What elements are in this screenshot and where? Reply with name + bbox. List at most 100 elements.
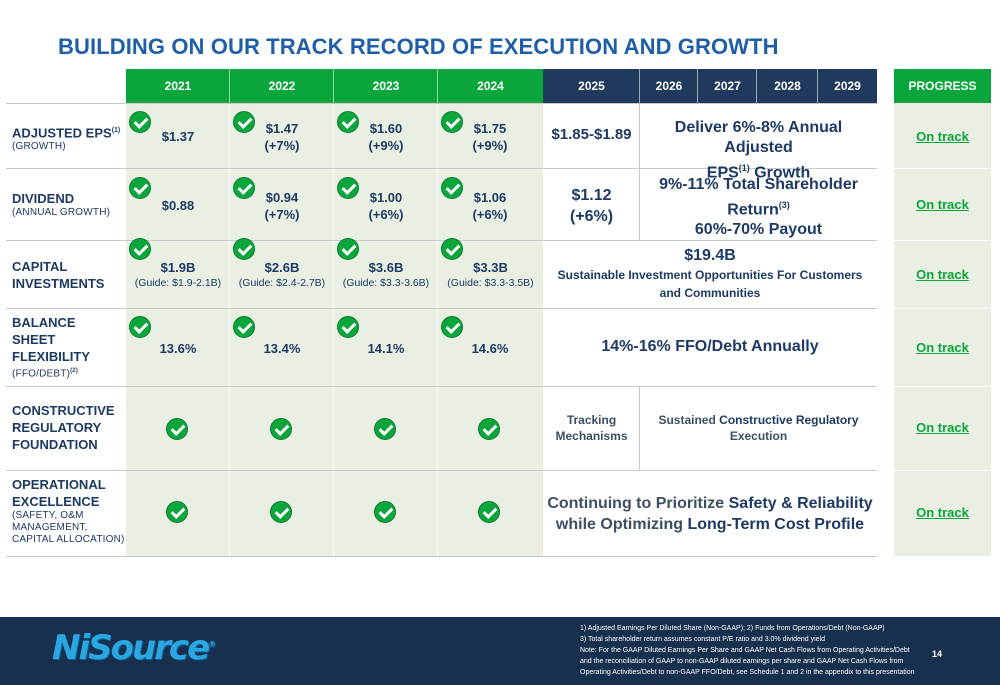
progress-link-operational[interactable]: On track <box>916 505 969 520</box>
row-label-operational: OPERATIONAL EXCELLENCE (SAFETY, O&M MANA… <box>12 476 125 546</box>
value-main: $1.47 <box>265 121 299 136</box>
regulatory-target: Sustained Constructive Regulatory Execut… <box>640 412 877 444</box>
check-circle-icon <box>166 501 188 523</box>
target-text-emphasis: Long-Term Cost Profile <box>687 516 865 533</box>
check-circle-icon <box>270 418 292 440</box>
capital-value-2021: $1.9B (Guide: $1.9-2.1B) <box>127 259 229 290</box>
row-sublabel: MANAGEMENT, <box>12 522 88 533</box>
footnote-marker: (1) <box>111 127 121 134</box>
header-year-2022: 2022 <box>268 79 296 93</box>
header-year-2029: 2029 <box>834 79 861 93</box>
check-circle-icon <box>441 177 463 199</box>
operational-target: Continuing to Prioritize Safety & Reliab… <box>543 493 877 535</box>
progress-link-eps[interactable]: On track <box>916 129 969 144</box>
check-circle-icon <box>441 238 463 260</box>
progress-link-dividend[interactable]: On track <box>916 197 969 212</box>
capital-value-2024: $3.3B (Guide: $3.3-3.5B) <box>439 259 542 290</box>
capital-target-amount: $19.4B <box>684 247 736 264</box>
check-circle-icon <box>374 501 396 523</box>
row-label-dividend: DIVIDEND (ANNUAL GROWTH) <box>12 190 110 219</box>
eps-value-2021: $1.37 <box>161 129 195 144</box>
capital-value-2023: $3.6B (Guide: $3.3-3.6B) <box>335 259 437 290</box>
check-circle-icon <box>374 418 396 440</box>
company-logo: NiSource® <box>52 628 216 668</box>
progress-link-balance-sheet[interactable]: On track <box>916 340 969 355</box>
value-main: $1.06 <box>473 190 507 205</box>
row-sublabel: (SAFETY, O&M <box>12 510 84 521</box>
footnote-marker: (1) <box>738 163 750 173</box>
target-text: Sustainable Investment Opportunities For… <box>557 268 863 282</box>
check-circle-icon <box>166 418 188 440</box>
target-text: EPS <box>706 164 739 182</box>
header-divider <box>437 69 438 103</box>
eps-target: Deliver 6%-8% Annual Adjusted EPS(1) Gro… <box>640 118 877 183</box>
header-plan-band <box>543 69 877 103</box>
column-divider <box>333 103 334 556</box>
ffo-value-2023: 14.1% <box>367 341 405 356</box>
progress-link-capital[interactable]: On track <box>916 267 969 282</box>
header-year-2027: 2027 <box>714 79 741 93</box>
target-text: while Optimizing <box>555 516 688 533</box>
target-text: Tracking <box>566 413 617 427</box>
value-main: $1.00 <box>369 190 403 205</box>
target-text: Sustained <box>658 413 720 427</box>
check-circle-icon <box>337 316 359 338</box>
dividend-value-2021: $0.88 <box>161 198 195 213</box>
header-year-2025: 2025 <box>578 79 605 93</box>
row-label-regulatory: CONSTRUCTIVE REGULATORY FOUNDATION <box>12 402 115 453</box>
column-divider <box>229 103 230 556</box>
row-label-capital-investments: CAPITAL INVESTMENTS <box>12 258 104 292</box>
row-label-text: FOUNDATION <box>12 437 98 452</box>
header-divider <box>333 69 334 103</box>
footnote: Note: For the GAAP Diluted Earnings Per … <box>580 647 915 676</box>
footnote: 3) Total shareholder return assumes cons… <box>580 636 826 643</box>
value-growth: (+7%) <box>264 207 300 222</box>
row-label-text: CAPITAL <box>12 259 68 274</box>
value-growth: (+7%) <box>264 138 300 153</box>
header-year-2028: 2028 <box>774 79 801 93</box>
ffo-value-2022: 13.4% <box>263 341 301 356</box>
row-divider <box>6 470 877 471</box>
row-label-text: REGULATORY <box>12 420 102 435</box>
target-text-emphasis: Constructive Regulatory <box>719 413 859 427</box>
check-circle-icon <box>233 111 255 133</box>
header-year-2023: 2023 <box>372 79 400 93</box>
row-label-balance-sheet: BALANCE SHEET FLEXIBILITY (FFO/DEBT)(2) <box>12 314 90 380</box>
check-circle-icon <box>441 111 463 133</box>
row-divider <box>6 556 877 557</box>
progress-divider <box>894 386 991 387</box>
row-divider <box>6 240 877 241</box>
check-circle-icon <box>233 316 255 338</box>
header-year-2026: 2026 <box>655 79 683 93</box>
check-circle-icon <box>129 111 151 133</box>
target-text: Mechanisms <box>555 429 628 443</box>
check-circle-icon <box>233 177 255 199</box>
target-text: 9%-11% Total Shareholder <box>659 176 858 193</box>
dividend-value-2024: $1.06 (+6%) <box>462 189 518 223</box>
value-main: $1.75 <box>473 121 507 136</box>
row-divider <box>6 103 877 104</box>
dividend-2025-guidance: $1.12 (+6%) <box>543 185 640 227</box>
capital-value-2022: $2.6B (Guide: $2.4-2.7B) <box>231 259 333 290</box>
row-sublabel: (FFO/DEBT) <box>12 368 71 380</box>
header-year-2021: 2021 <box>164 79 192 93</box>
check-circle-icon <box>337 177 359 199</box>
row-label-text: FLEXIBILITY <box>12 349 90 364</box>
row-label-text: ADJUSTED EPS <box>12 125 112 141</box>
value-main: $3.6B <box>368 260 404 275</box>
header-divider <box>817 69 818 103</box>
logo-text: NiSource <box>52 628 210 668</box>
column-divider <box>639 386 640 470</box>
check-circle-icon <box>337 238 359 260</box>
header-actual-band <box>126 69 543 103</box>
dividend-value-2022: $0.94 (+7%) <box>254 189 310 223</box>
target-text: and Communities <box>659 286 761 300</box>
logo-trademark: ® <box>208 639 217 649</box>
check-circle-icon <box>129 177 151 199</box>
progress-link-regulatory[interactable]: On track <box>916 420 969 435</box>
check-circle-icon <box>478 418 500 440</box>
row-sublabel: (GROWTH) <box>12 141 66 153</box>
ffo-value-2024: 14.6% <box>471 341 509 356</box>
row-divider <box>6 386 877 387</box>
check-circle-icon <box>441 316 463 338</box>
